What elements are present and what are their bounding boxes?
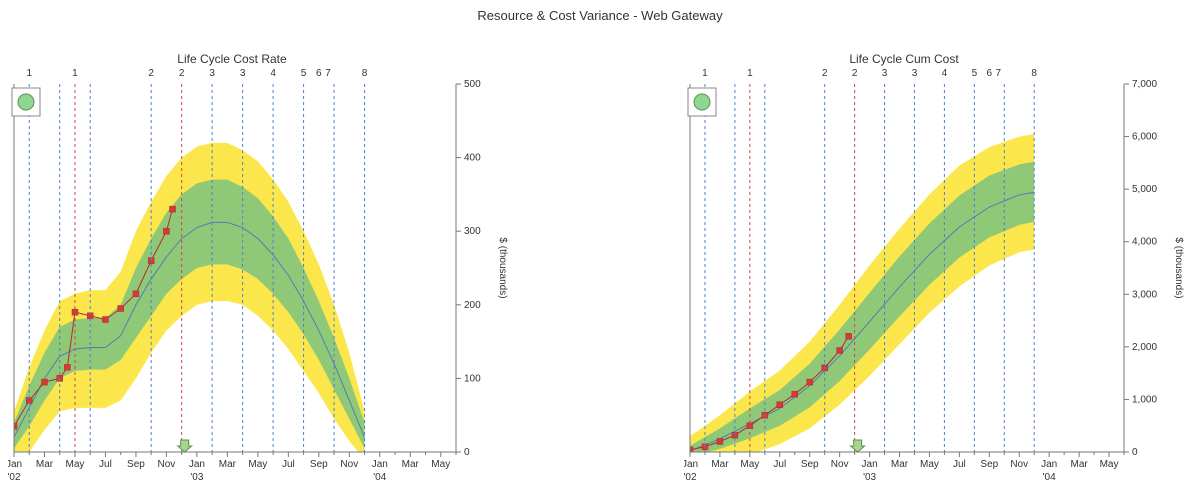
actual-marker (118, 305, 124, 311)
x-tick-label: Sep (980, 459, 998, 470)
top-ref-label: 6 (316, 68, 322, 79)
x-year-label: '03 (190, 472, 203, 483)
actual-marker (170, 206, 176, 212)
arrow-down-icon (851, 440, 865, 452)
actual-marker (837, 348, 843, 354)
x-tick-label: Jul (953, 459, 966, 470)
y-tick-label: 4,000 (1132, 237, 1157, 248)
arrow-down-icon (178, 440, 192, 452)
x-tick-label: May (431, 459, 450, 470)
actual-marker (846, 333, 852, 339)
x-tick-label: May (66, 459, 85, 470)
y-axis-label: $ (thousands) (1173, 237, 1184, 298)
top-ref-label: 1 (747, 68, 753, 79)
x-tick-label: Mar (711, 459, 729, 470)
y-tick-label: 200 (464, 300, 481, 311)
x-tick-label: Jan (8, 459, 22, 470)
x-tick-label: Nov (340, 459, 358, 470)
x-year-label: '03 (863, 472, 876, 483)
x-tick-label: Mar (891, 459, 909, 470)
y-tick-label: 2,000 (1132, 342, 1157, 353)
y-tick-label: 0 (1132, 447, 1138, 458)
chart-title: Life Cycle Cum Cost (684, 52, 1124, 66)
actual-marker (163, 228, 169, 234)
top-ref-label: 2 (852, 68, 858, 79)
x-tick-label: Mar (1070, 459, 1088, 470)
top-ref-label: 1 (72, 68, 78, 79)
x-tick-label: Mar (402, 459, 420, 470)
top-ref-label: 5 (972, 68, 978, 79)
chart-left: Life Cycle Cost Rate 0 100 200 300 400 500 $ (t… (8, 54, 508, 494)
top-ref-label: 2 (822, 68, 828, 79)
top-ref-label: 3 (882, 68, 888, 79)
status-circle-icon (18, 94, 34, 110)
x-tick-label: Sep (801, 459, 819, 470)
x-year-label: '02 (8, 472, 21, 483)
top-ref-label: 1 (702, 68, 708, 79)
x-tick-label: May (740, 459, 759, 470)
y-tick-label: 1,000 (1132, 394, 1157, 405)
top-ref-label: 4 (942, 68, 948, 79)
y-tick-label: 0 (464, 447, 470, 458)
top-ref-label: 4 (270, 68, 276, 79)
x-tick-label: Jan (189, 459, 205, 470)
top-ref-label: 2 (148, 68, 154, 79)
top-ref-label: 5 (301, 68, 307, 79)
y-tick-label: 400 (464, 153, 481, 164)
x-tick-label: Sep (310, 459, 328, 470)
x-tick-label: Mar (36, 459, 54, 470)
x-tick-label: Nov (1010, 459, 1028, 470)
x-tick-label: Jul (282, 459, 295, 470)
top-ref-label: 3 (240, 68, 246, 79)
y-tick-label: 7,000 (1132, 79, 1157, 90)
x-year-label: '04 (1043, 472, 1056, 483)
x-tick-label: Mar (219, 459, 237, 470)
x-year-label: '04 (373, 472, 386, 483)
top-ref-label: 7 (325, 68, 331, 79)
actual-marker (102, 317, 108, 323)
x-tick-label: Jul (773, 459, 786, 470)
chart-right: Life Cycle Cum Cost 0 1,000 2,000 3,000 4,000… (684, 54, 1184, 494)
x-tick-label: Jan (372, 459, 388, 470)
top-ref-label: 2 (179, 68, 185, 79)
actual-marker (41, 379, 47, 385)
top-ref-label: 8 (1031, 68, 1037, 79)
x-tick-label: May (248, 459, 267, 470)
top-ref-label: 3 (209, 68, 215, 79)
actual-marker (64, 364, 70, 370)
y-tick-label: 300 (464, 226, 481, 237)
page-title: Resource & Cost Variance - Web Gateway (0, 8, 1200, 23)
y-tick-label: 5,000 (1132, 184, 1157, 195)
y-tick-label: 100 (464, 373, 481, 384)
x-tick-label: Jan (1041, 459, 1057, 470)
top-ref-label: 6 (987, 68, 993, 79)
x-tick-label: Nov (831, 459, 849, 470)
y-axis-label: $ (thousands) (497, 237, 508, 298)
x-tick-label: Jul (99, 459, 112, 470)
x-tick-label: May (920, 459, 939, 470)
status-circle-icon (694, 94, 710, 110)
y-tick-label: 6,000 (1132, 132, 1157, 143)
chart-title: Life Cycle Cost Rate (8, 52, 456, 66)
x-tick-label: May (1100, 459, 1119, 470)
y-tick-label: 3,000 (1132, 289, 1157, 300)
x-tick-label: Jan (684, 459, 698, 470)
actual-marker (792, 391, 798, 397)
actual-marker (133, 291, 139, 297)
top-ref-label: 8 (362, 68, 368, 79)
x-tick-label: Jan (862, 459, 878, 470)
x-tick-label: Nov (158, 459, 176, 470)
actual-marker (717, 438, 723, 444)
y-tick-label: 500 (464, 79, 481, 90)
top-ref-label: 1 (26, 68, 32, 79)
x-tick-label: Sep (127, 459, 145, 470)
top-ref-label: 3 (912, 68, 918, 79)
x-year-label: '02 (684, 472, 697, 483)
top-ref-label: 7 (996, 68, 1002, 79)
actual-marker (777, 402, 783, 408)
actual-marker (807, 379, 813, 385)
